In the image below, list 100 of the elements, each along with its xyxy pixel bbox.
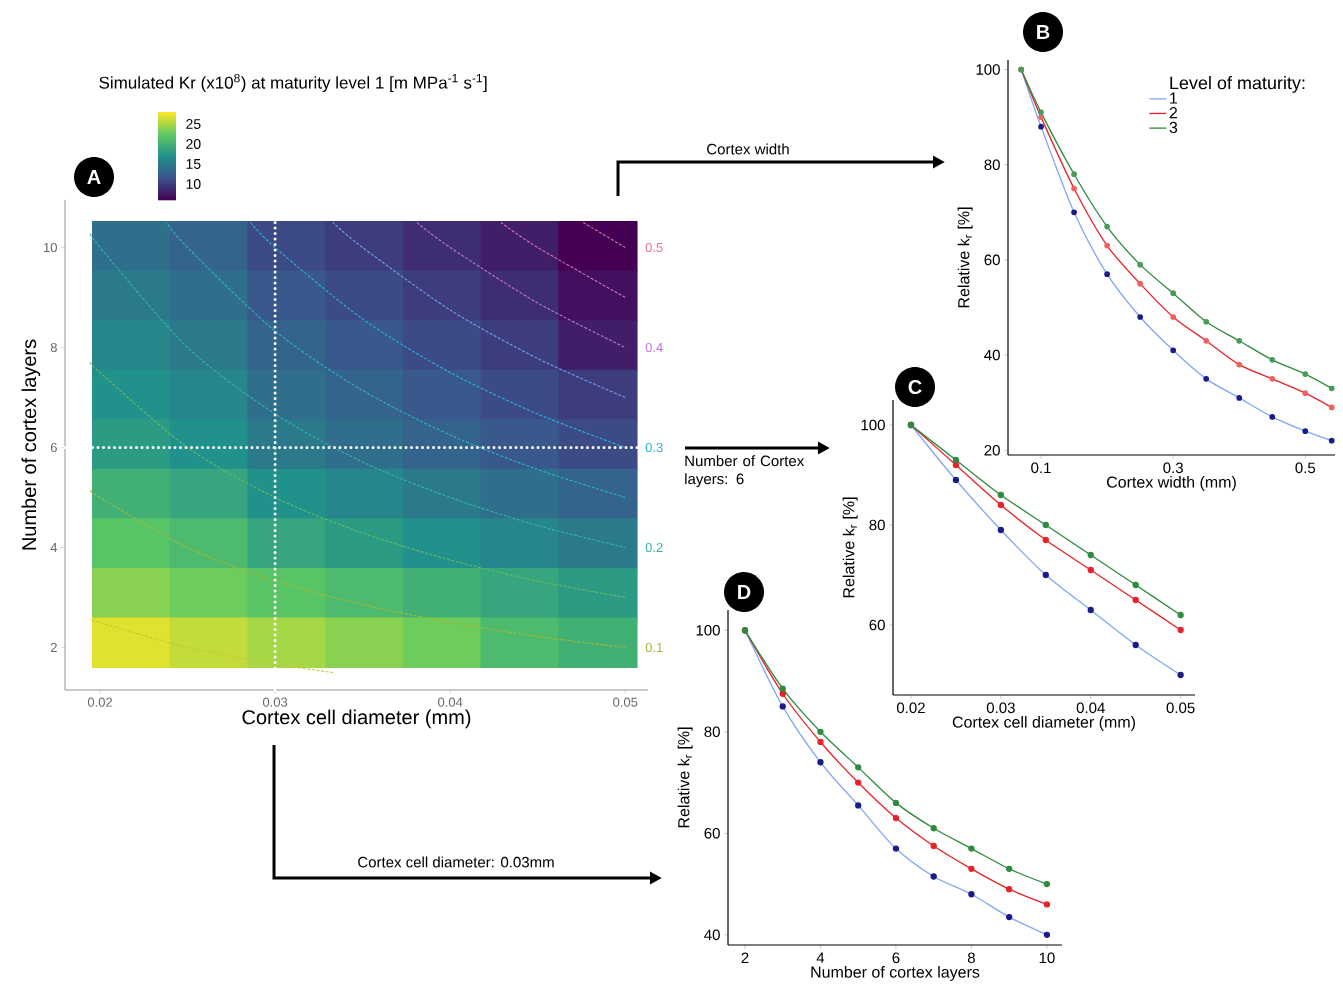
point — [1043, 931, 1051, 938]
text: Number of Cortex layers: 6 — [685, 455, 805, 488]
point — [1137, 280, 1143, 287]
x-tick-label: 0.03 — [262, 697, 288, 707]
color-bar-label: 15 — [186, 159, 201, 169]
x-tick-label: 0.04 — [438, 697, 463, 707]
point — [1043, 880, 1051, 888]
point — [1087, 606, 1094, 614]
point — [892, 814, 900, 822]
x-tick-label: 0.02 — [87, 697, 113, 707]
point — [892, 799, 900, 807]
point — [1269, 376, 1276, 382]
y-tick-label: 8 — [50, 342, 57, 353]
point — [1104, 242, 1110, 249]
point — [968, 845, 975, 852]
point — [855, 802, 862, 809]
point — [1137, 261, 1143, 268]
y-axis-title: Number of cortex layers — [21, 339, 41, 550]
point — [952, 476, 960, 484]
point — [1137, 314, 1143, 320]
y-tick-label: 10 — [44, 242, 57, 253]
legend-label: 3 — [1169, 121, 1178, 134]
x-tick-label: 10 — [1039, 952, 1055, 964]
x-axis-title: Number of cortex layers — [811, 966, 980, 981]
legend-label: 1 — [1170, 92, 1178, 104]
y-axis-title: Relative k$_{r}$ [%] — [957, 207, 973, 308]
point — [1038, 123, 1044, 130]
series-label: 0.2 — [645, 542, 663, 553]
point — [930, 873, 937, 880]
x-tick-label: 4 — [816, 952, 825, 963]
y-tick-label: 20 — [984, 444, 1000, 456]
point — [1038, 114, 1044, 120]
x-tick-label: 0.02 — [896, 702, 925, 714]
point — [1132, 641, 1139, 649]
line-series — [416, 221, 626, 349]
point — [1006, 865, 1013, 873]
series-label: 0.1 — [645, 642, 663, 653]
x-axis-title: Cortex cell diameter (mm) — [242, 709, 471, 729]
y-tick-label: 60 — [869, 619, 885, 631]
point — [1328, 385, 1335, 392]
point — [1071, 171, 1077, 178]
point — [997, 501, 1005, 509]
color-bar-label: 20 — [186, 139, 201, 149]
y-tick-label: 80 — [704, 726, 720, 738]
chart-title: Simulated Kr (x10$^{8}$) at maturity level 1 [m MPa$^{-1}$ s$^{-1}$] — [99, 73, 487, 93]
y-tick-label: 100 — [976, 64, 1000, 75]
x-tick-label: 0.5 — [1295, 462, 1316, 474]
point — [1177, 626, 1184, 634]
point — [779, 685, 786, 692]
point — [997, 491, 1005, 499]
point — [1087, 566, 1094, 574]
point — [1177, 611, 1184, 619]
point — [1104, 223, 1110, 230]
point — [1042, 521, 1049, 529]
point — [1132, 581, 1139, 589]
point — [1203, 376, 1210, 382]
text: C — [908, 379, 922, 395]
series-label: 0.4 — [645, 342, 663, 353]
x-tick-label: 0.05 — [1166, 702, 1195, 714]
point — [997, 526, 1005, 534]
x-axis-title: Cortex cell diameter (mm) — [952, 716, 1135, 731]
point — [1236, 337, 1243, 344]
point — [1328, 404, 1335, 411]
series-label: 0.3 — [645, 442, 663, 453]
point — [1038, 109, 1044, 116]
point — [930, 825, 937, 832]
point — [952, 461, 960, 469]
x-tick-label: 6 — [892, 952, 900, 964]
text: Cortex cell diameter: 0.03mm — [358, 856, 554, 868]
point — [1203, 337, 1210, 344]
x-tick-label: 0.1 — [1031, 462, 1051, 474]
point — [1006, 913, 1013, 921]
x-tick-label: 0.3 — [1163, 462, 1183, 474]
y-tick-label: 4 — [50, 543, 58, 552]
point — [1302, 428, 1309, 435]
legend-title: Level of maturity: — [1170, 76, 1305, 93]
point — [779, 703, 786, 710]
line-series — [250, 221, 626, 449]
point — [968, 891, 975, 898]
point — [892, 845, 900, 852]
color-bar-label: 25 — [186, 119, 201, 129]
line-series — [90, 490, 626, 649]
point — [1302, 390, 1309, 396]
point — [817, 728, 824, 735]
text: A — [87, 170, 101, 184]
point — [1087, 551, 1094, 559]
y-tick-label: 6 — [50, 442, 57, 453]
point — [1328, 437, 1335, 444]
point — [1170, 290, 1177, 297]
point — [855, 764, 862, 771]
y-tick-label: 80 — [984, 159, 1000, 171]
text: B — [1037, 25, 1050, 39]
x-axis-title: Cortex width (mm) — [1106, 476, 1236, 491]
y-tick-label: 60 — [704, 828, 720, 839]
text: D — [738, 585, 751, 599]
point — [779, 690, 786, 697]
point — [1132, 596, 1139, 604]
y-axis-title: Relative k$_{r}$ [%] — [677, 727, 693, 828]
point — [1170, 314, 1177, 320]
point — [968, 865, 975, 873]
